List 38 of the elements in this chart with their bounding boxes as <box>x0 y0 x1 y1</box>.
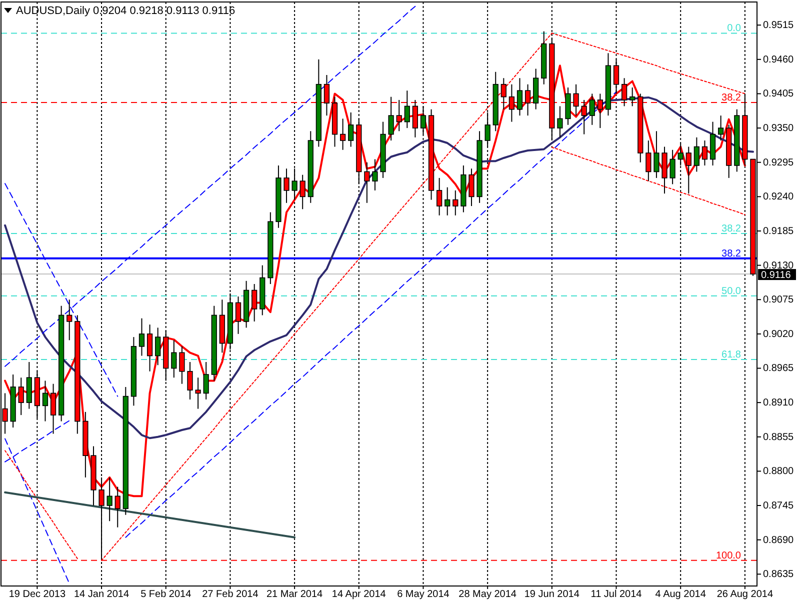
y-tick-label: 0.9075 <box>763 294 794 306</box>
y-tick-label: 0.9295 <box>763 157 794 168</box>
y-tick-label: 0.9515 <box>763 20 794 32</box>
y-tick-label: 0.8965 <box>763 363 794 374</box>
x-tick-label: 14 Jan 2014 <box>74 589 130 600</box>
y-tick-label: 0.9350 <box>763 123 794 134</box>
annotation: 0.0 <box>727 23 742 34</box>
annotation: 38.2 <box>722 223 742 234</box>
x-tick-label: 6 May 2014 <box>397 589 450 600</box>
x-tick-label: 28 May 2014 <box>458 589 517 600</box>
y-tick-label: 0.9130 <box>763 260 794 272</box>
chart-title: AUDUSD,Daily 0.9204 0.9218 0.9113 0.9116 <box>16 5 236 17</box>
y-tick-label: 0.9185 <box>763 226 794 237</box>
annotation: 61.8 <box>722 350 742 361</box>
x-tick-label: 14 Apr 2014 <box>332 589 386 600</box>
y-tick-label: 0.8855 <box>763 432 794 443</box>
annotation: 38.2 <box>722 92 742 104</box>
y-tick-label: 0.8635 <box>763 569 794 580</box>
y-tick-label: 0.8690 <box>763 534 794 546</box>
ref-line-label: 0.9116 <box>761 270 792 282</box>
y-tick-label: 0.8800 <box>763 466 794 478</box>
x-tick-label: 11 Jul 2014 <box>590 589 642 600</box>
annotation: 50.0 <box>722 286 742 297</box>
y-tick-label: 0.9460 <box>763 54 794 66</box>
x-tick-label: 19 Dec 2013 <box>8 589 66 600</box>
x-tick-label: 21 Mar 2014 <box>266 589 324 600</box>
y-tick-label: 0.8745 <box>763 500 794 512</box>
y-tick-label: 0.8910 <box>763 398 794 409</box>
y-tick-label: 0.9405 <box>763 88 794 100</box>
annotation: 38.2 <box>722 248 742 260</box>
x-tick-label: 5 Feb 2014 <box>140 589 192 600</box>
x-tick-label: 4 Aug 2014 <box>655 589 706 600</box>
annotation: 100.0 <box>716 550 742 562</box>
y-tick-label: 0.9020 <box>763 328 794 340</box>
x-tick-label: 26 Aug 2014 <box>716 589 774 600</box>
y-tick-label: 0.9240 <box>763 192 794 203</box>
x-tick-label: 27 Feb 2014 <box>202 589 259 600</box>
x-tick-label: 19 Jun 2014 <box>524 589 580 600</box>
